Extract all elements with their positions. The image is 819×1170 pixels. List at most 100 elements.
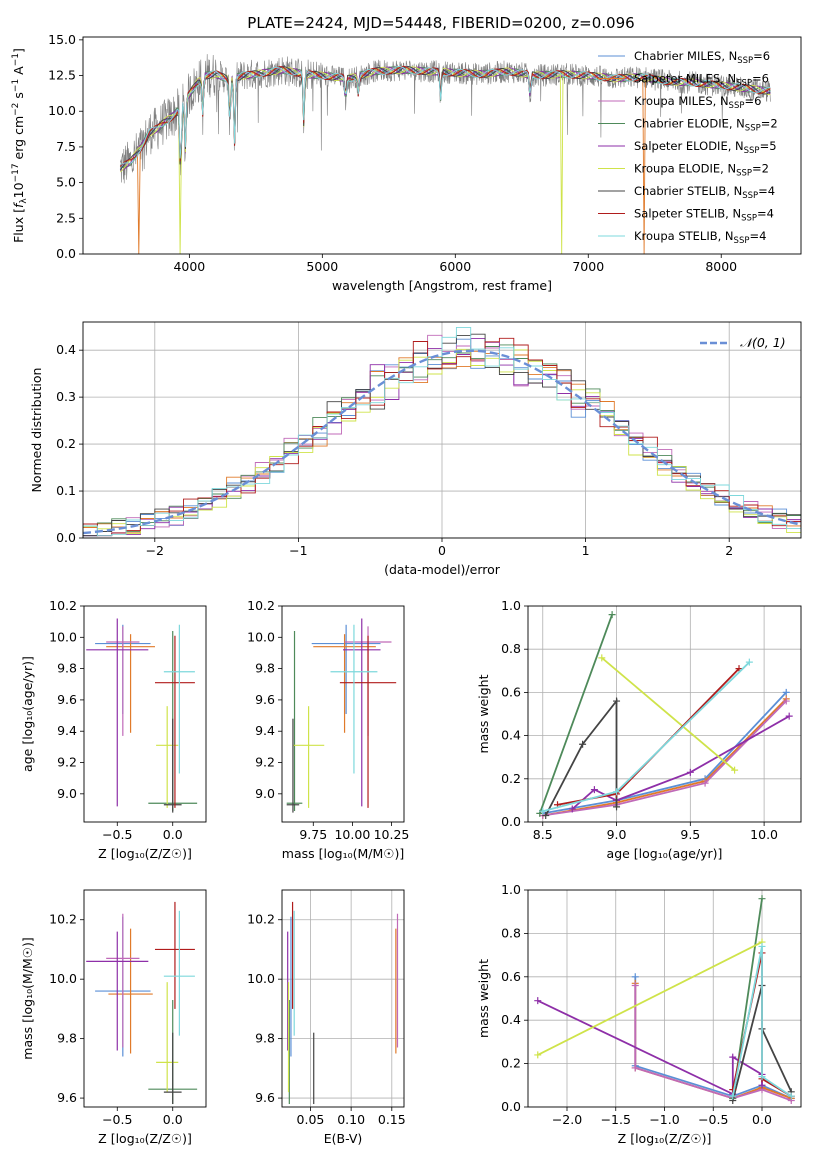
weight-line-chabrier_elodie [538, 614, 613, 814]
x-tick-label: −0.5 [102, 827, 132, 842]
weight-line-chabrier_miles [542, 691, 787, 815]
weight-marker-kroupa_stelib [745, 658, 753, 666]
x-axis-label: Z [log₁₀(Z/Z☉)] [98, 1131, 192, 1146]
weight-line-kroupa_elodie [537, 941, 763, 1056]
chart-mass_vs_Z: −0.5 0.0 9.6 9.8 10.0 10.2 Z [log₁₀(Z/Z☉)] mass… [20, 889, 207, 1146]
y-tick-label: 0.2 [501, 1056, 521, 1071]
y-tick-label: 10.2 [247, 912, 275, 927]
x-tick-label: 9.75 [299, 827, 327, 842]
legend-entry: Kroupa STELIB, NSSP=4 [634, 229, 766, 246]
x-tick-label: 4000 [173, 259, 205, 274]
y-tick-label: 10.0 [247, 629, 275, 644]
figure-title: PLATE=2424, MJD=54448, FIBERID=0200, z=0… [247, 14, 634, 32]
x-tick-label: 0.0 [163, 827, 183, 842]
legend-entry: Chabrier STELIB, NSSP=4 [634, 184, 775, 201]
x-tick-label: 5000 [306, 259, 338, 274]
legend-entry: Kroupa ELODIE, NSSP=2 [634, 162, 769, 179]
chart-weight_vs_Z: −2.0 −1.5 −1.0 −0.5 0.0 0.0 0.2 0.4 0.6 0.8 1.0 Z [… [476, 882, 802, 1146]
axes-frame [527, 889, 802, 1108]
x-axis-label: mass [log₁₀(M/M☉)] [282, 846, 404, 861]
x-tick-label: 0.05 [297, 1112, 325, 1127]
spectrum-legend: Chabrier MILES, NSSP=6 Salpeter MILES, NS… [598, 49, 778, 246]
weight-marker-salpeter_elodie [758, 1081, 766, 1089]
histogram-salpeter_stelib [83, 337, 801, 538]
x-tick-label: −2.0 [552, 1112, 582, 1127]
y-axis-label: age [log₁₀(age/yr)] [20, 656, 35, 772]
weight-line-kroupa_elodie [601, 657, 736, 771]
histogram-kroupa_stelib [83, 326, 801, 538]
y-tick-label: 12.5 [48, 68, 76, 83]
weight-marker-kroupa_elodie [731, 766, 739, 774]
y-tick-label: 0.0 [56, 530, 76, 545]
x-tick-label: 0.0 [752, 1112, 772, 1127]
x-tick-label: −2 [146, 543, 164, 558]
normal-curve [83, 349, 801, 535]
y-axis-label: Normed distribution [29, 368, 44, 493]
y-tick-label: 10.2 [247, 598, 275, 613]
chart-layer: 4000 5000 6000 7000 80000.02.55.07.510.012.5… [11, 32, 802, 1146]
legend-entry: Chabrier MILES, NSSP=6 [634, 49, 770, 66]
weight-marker-chabrier_miles [631, 973, 639, 981]
y-tick-label: 2.5 [56, 210, 76, 225]
weight-marker-kroupa_stelib [787, 1092, 795, 1100]
y-tick-label: 9.0 [255, 786, 275, 801]
chart-mass_vs_ebv: 0.05 0.10 0.15 9.6 9.8 10.0 10.2 E(B-V) [247, 889, 406, 1146]
y-tick-label: 0.6 [501, 969, 521, 984]
weight-marker-chabrier_elodie [608, 611, 616, 619]
x-tick-label: 0 [438, 543, 446, 558]
chart-age_vs_Z: −0.5 0.0 9.0 9.2 9.4 9.6 9.8 10.0 10.2 Z [log₁₀(Z… [20, 598, 207, 861]
y-tick-label: 9.8 [57, 1031, 77, 1046]
axes-frame [82, 321, 802, 539]
axes-frame [83, 889, 207, 1108]
y-tick-label: 7.5 [56, 139, 76, 154]
y-tick-label: 0.0 [501, 814, 521, 829]
y-axis-label: mass weight [476, 959, 491, 1038]
y-tick-label: 9.0 [57, 786, 77, 801]
y-tick-label: 0.1 [56, 483, 76, 498]
x-tick-label: 6000 [439, 259, 471, 274]
x-tick-label: −0.5 [102, 1112, 132, 1127]
y-tick-label: 1.0 [501, 598, 521, 613]
weight-marker-kroupa_stelib [758, 1073, 766, 1081]
plot-area [282, 890, 404, 1107]
weight-line-kroupa_stelib [731, 946, 792, 1097]
y-tick-label: 10.0 [49, 971, 77, 986]
weight-marker-chabrier_stelib [579, 740, 587, 748]
legend-entry: 𝒩(0, 1) [740, 335, 786, 350]
y-tick-label: 0.4 [56, 342, 76, 357]
x-tick-label: −0.5 [698, 1112, 728, 1127]
weight-marker-chabrier_stelib [613, 803, 621, 811]
y-tick-label: 9.6 [57, 1090, 77, 1105]
x-axis-label: Z [log₁₀(Z/Z☉)] [98, 846, 192, 861]
chart-weight_vs_age: 8.5 9.0 9.5 10.0 0.0 0.2 0.4 0.6 0.8 1.0 age [log₁… [476, 598, 802, 861]
y-tick-label: 9.6 [57, 692, 77, 707]
weight-marker-chabrier_elodie [758, 895, 766, 903]
y-tick-label: 9.6 [255, 692, 275, 707]
weight-marker-kroupa_stelib [539, 807, 547, 815]
y-tick-label: 5.0 [56, 175, 76, 190]
y-tick-label: 0.6 [501, 684, 521, 699]
y-tick-label: 0.0 [56, 246, 76, 261]
chart-age_vs_mass: 9.75 10.00 10.25 9.0 9.2 9.4 9.6 9.8 10.0 10.2 mas… [247, 598, 409, 861]
y-tick-label: 0.2 [56, 436, 76, 451]
y-tick-label: 10.2 [49, 912, 77, 927]
x-tick-label: 1 [582, 543, 590, 558]
x-tick-label: 9.0 [607, 827, 627, 842]
weight-marker-kroupa_miles [631, 1064, 639, 1072]
weight-marker-salpeter_elodie [534, 997, 542, 1005]
weight-marker-chabrier_stelib [613, 697, 621, 705]
weight-marker-salpeter_elodie [686, 768, 694, 776]
y-tick-label: 10.0 [49, 629, 77, 644]
weight-marker-kroupa_stelib [758, 942, 766, 950]
legend-entry: Salpeter ELODIE, NSSP=5 [634, 139, 777, 156]
weight-marker-salpeter_elodie [785, 712, 793, 720]
y-tick-label: 9.4 [255, 723, 275, 738]
weight-marker-kroupa_stelib [729, 1092, 737, 1100]
weight-marker-kroupa_elodie [534, 1051, 542, 1059]
x-tick-label: 8.5 [533, 827, 553, 842]
x-tick-label: −1.5 [601, 1112, 631, 1127]
x-tick-label: 7000 [572, 259, 604, 274]
plot-area [286, 618, 397, 813]
x-axis-label: E(B-V) [324, 1131, 363, 1146]
y-tick-label: 9.2 [57, 755, 77, 770]
